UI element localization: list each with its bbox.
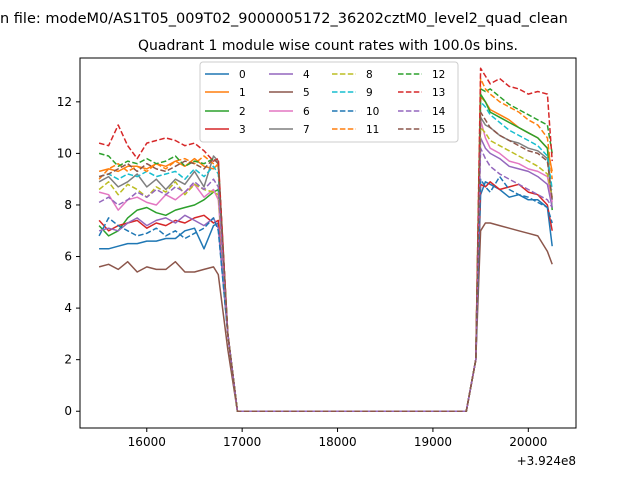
legend-label-10: 10 xyxy=(366,106,379,118)
series-line-15 xyxy=(98,111,553,412)
legend-label-4: 4 xyxy=(303,69,310,81)
legend-label-12: 12 xyxy=(432,69,445,81)
legend-label-7: 7 xyxy=(303,124,310,136)
legend-label-1: 1 xyxy=(239,87,246,99)
axes-frame xyxy=(79,57,577,429)
y-axis: 0 2 4 6 8 10 12 xyxy=(57,95,80,418)
legend-label-0: 0 xyxy=(239,69,246,81)
y-tick-label: 0 xyxy=(64,404,72,418)
x-axis: 16000 17000 18000 19000 20000 xyxy=(128,428,547,449)
legend-label-11: 11 xyxy=(366,124,379,136)
legend-label-15: 15 xyxy=(432,124,445,136)
x-tick-label: 18000 xyxy=(318,435,356,449)
legend-label-3: 3 xyxy=(239,124,246,136)
y-tick-label: 12 xyxy=(57,95,72,109)
y-tick-label: 4 xyxy=(64,301,72,315)
y-tick-label: 6 xyxy=(64,250,72,264)
legend-label-2: 2 xyxy=(239,106,246,118)
y-tick-label: 10 xyxy=(57,146,72,160)
series-line-8 xyxy=(98,126,553,412)
legend-label-6: 6 xyxy=(303,106,310,118)
legend-label-9: 9 xyxy=(366,87,373,99)
legend-label-5: 5 xyxy=(303,87,310,99)
x-axis-offset-label: +3.924e8 xyxy=(517,454,576,468)
x-tick-label: 19000 xyxy=(414,435,452,449)
y-tick-label: 8 xyxy=(64,198,72,212)
series-line-13 xyxy=(98,67,553,412)
chart-title: Quadrant 1 module wise count rates with … xyxy=(138,38,518,54)
legend-label-14: 14 xyxy=(432,106,446,118)
x-tick-label: 20000 xyxy=(509,435,547,449)
figure-suptitle: n file: modeM0/AS1T05_009T02_9000005172_… xyxy=(0,11,568,27)
legend-label-13: 13 xyxy=(432,87,445,99)
x-tick-label: 17000 xyxy=(223,435,261,449)
series-line-14 xyxy=(98,147,553,412)
series-layer xyxy=(98,67,553,412)
y-tick-label: 2 xyxy=(64,353,72,367)
legend-box xyxy=(199,61,459,143)
legend-label-8: 8 xyxy=(366,69,373,81)
x-tick-label: 16000 xyxy=(128,435,166,449)
